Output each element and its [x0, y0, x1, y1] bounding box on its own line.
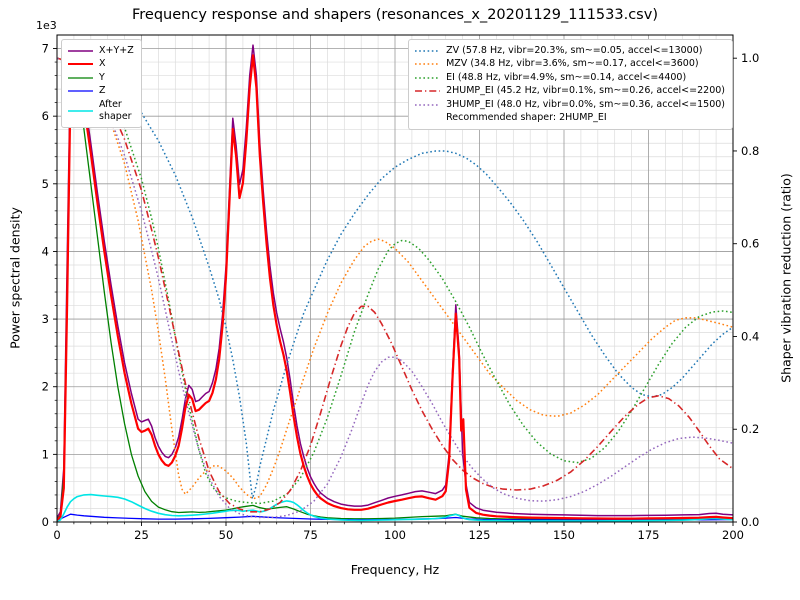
legend-recommendation: Recommended shaper: 2HUMP_EI	[414, 112, 725, 124]
left-y-axis-label: Power spectral density	[7, 207, 23, 349]
legend-entry-label: X+Y+Z	[99, 44, 134, 56]
legend-entry: Y	[67, 72, 134, 84]
left-y-tick-label: 1	[42, 447, 49, 461]
left-y-tick-label: 2	[42, 380, 49, 394]
legend-line-sample	[415, 76, 441, 79]
left-y-tick-label: 6	[42, 109, 49, 123]
series-zv	[57, 57, 733, 500]
legend-recommendation-text: Recommended shaper: 2HUMP_EI	[446, 112, 607, 123]
legend-entry-label: Y	[99, 71, 105, 83]
series-after-shaper	[57, 493, 733, 522]
legend-entry-label: 3HUMP_EI (48.0 Hz, vibr=0.0%, sm~=0.36, …	[446, 98, 725, 110]
legend-line-sample	[415, 63, 441, 65]
legend-entry: Z	[67, 85, 134, 97]
x-tick-label: 125	[469, 528, 491, 542]
right-y-tick-label: 0.4	[741, 329, 759, 343]
right-y-tick-label: 0.8	[741, 144, 759, 158]
left-y-tick-label: 3	[42, 312, 49, 326]
legend-entry: X	[67, 58, 134, 70]
left-y-tick-label: 0	[42, 515, 49, 529]
legend-entry: 3HUMP_EI (48.0 Hz, vibr=0.0%, sm~=0.36, …	[414, 99, 725, 111]
legend-entry-label: MZV (34.8 Hz, vibr=3.6%, sm~=0.17, accel…	[446, 58, 699, 69]
legend-entry-label: X	[99, 58, 106, 69]
legend-entry: EI (48.8 Hz, vibr=4.9%, sm~=0.14, accel<…	[414, 72, 725, 84]
legend-line-sample	[415, 49, 441, 52]
right-y-tick-label: 1.0	[741, 51, 759, 65]
legend-entry-label: 2HUMP_EI (45.2 Hz, vibr=0.1%, sm~=0.26, …	[446, 85, 725, 96]
legend-entry: X+Y+Z	[67, 45, 134, 57]
x-tick-label: 75	[303, 528, 318, 542]
x-axis-label: Frequency, Hz	[350, 562, 440, 577]
x-tick-label: 175	[638, 528, 660, 542]
x-tick-label: 50	[219, 528, 234, 542]
legend-line-sample	[68, 63, 93, 65]
right-y-tick-label: 0.6	[741, 237, 759, 251]
x-tick-label: 100	[384, 528, 406, 542]
right-y-tick-label: 0.0	[741, 515, 759, 529]
legend-line-sample	[68, 109, 93, 112]
legend-line-sample	[68, 49, 93, 52]
legend-entry-label: Z	[99, 85, 106, 96]
left-y-tick-label: 5	[42, 177, 49, 191]
series-2hump_ei	[57, 57, 733, 513]
left-y-tick-label: 7	[42, 42, 49, 56]
right-y-axis-label: Shaper vibration reduction (ratio)	[778, 173, 794, 383]
y-axis-offset-label: 1e3	[36, 19, 57, 32]
legend-entry-label: ZV (57.8 Hz, vibr=20.3%, sm~=0.05, accel…	[446, 44, 703, 56]
legend-entry: 2HUMP_EI (45.2 Hz, vibr=0.1%, sm~=0.26, …	[414, 85, 725, 97]
series-ei	[57, 57, 733, 505]
legend-line-sample	[415, 103, 441, 106]
legend-entry: MZV (34.8 Hz, vibr=3.6%, sm~=0.17, accel…	[414, 58, 725, 70]
right-y-tick-label: 0.2	[741, 422, 759, 436]
series-x	[57, 54, 733, 521]
legend-entry: ZV (57.8 Hz, vibr=20.3%, sm~=0.05, accel…	[414, 45, 725, 57]
legend-line-sample	[68, 76, 93, 79]
legend-line-sample	[68, 90, 93, 92]
x-tick-label: 25	[134, 528, 149, 542]
legend-entry: After shaper	[67, 99, 134, 123]
legend-line-sample	[415, 90, 441, 92]
series-3hump_ei	[57, 57, 733, 519]
legend-entry-label: After shaper	[99, 98, 132, 122]
series-z	[57, 513, 733, 522]
chart-title: Frequency response and shapers (resonanc…	[132, 7, 658, 23]
x-tick-label: 0	[53, 528, 60, 542]
shapers-legend: ZV (57.8 Hz, vibr=20.3%, sm~=0.05, accel…	[408, 39, 733, 130]
x-tick-label: 150	[553, 528, 575, 542]
legend-entry-label: EI (48.8 Hz, vibr=4.9%, sm~=0.14, accel<…	[446, 71, 687, 83]
left-y-tick-label: 4	[42, 244, 49, 258]
series-x+y+z	[57, 44, 733, 519]
psd-legend: X+Y+Z X Y Z After shaper	[61, 39, 142, 128]
x-tick-label: 200	[722, 528, 744, 542]
